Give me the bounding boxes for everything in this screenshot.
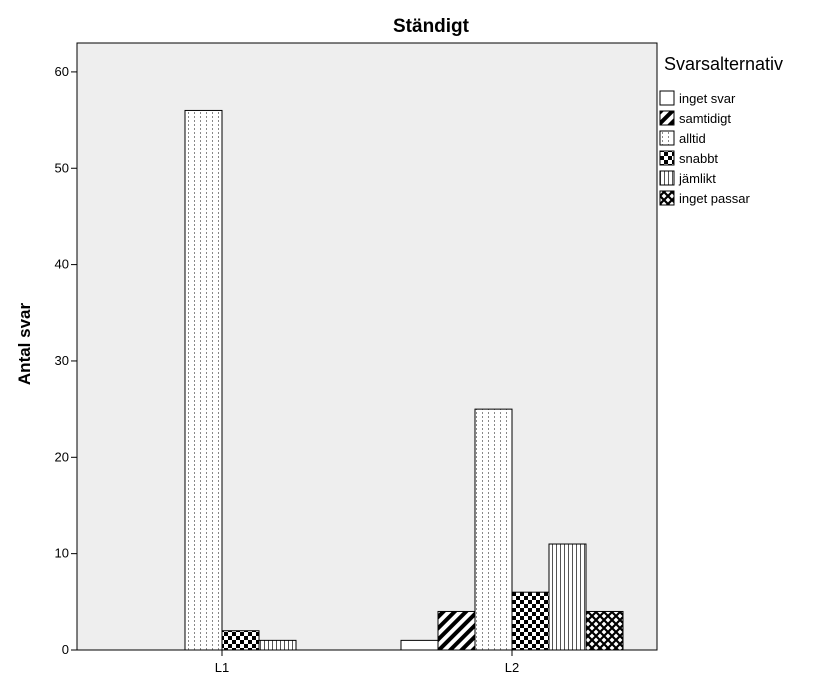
y-tick-label: 60 bbox=[55, 64, 69, 79]
legend-label: inget passar bbox=[679, 191, 750, 206]
legend-swatch bbox=[659, 130, 675, 146]
y-tick-label: 20 bbox=[55, 449, 69, 464]
bar-l1-snabbt bbox=[221, 630, 260, 651]
legend-swatch bbox=[659, 190, 675, 206]
bar-l1-jämlikt bbox=[258, 639, 297, 651]
bar-l2-alltid bbox=[474, 408, 513, 651]
bar-l2-samtidigt bbox=[437, 610, 476, 651]
legend-swatch bbox=[659, 150, 675, 166]
legend-label: samtidigt bbox=[679, 111, 731, 126]
legend-swatch bbox=[659, 110, 675, 126]
x-axis: L1 L2 bbox=[215, 650, 519, 675]
legend-label: inget svar bbox=[679, 91, 736, 106]
legend-label: alltid bbox=[679, 131, 706, 146]
y-tick-label: 0 bbox=[62, 642, 69, 657]
y-tick-label: 10 bbox=[55, 546, 69, 561]
chart-title: Ständigt bbox=[393, 16, 470, 37]
legend-title: Svarsalternativ bbox=[664, 54, 783, 74]
legend-label: jämlikt bbox=[678, 171, 716, 186]
legend-swatch bbox=[659, 90, 675, 106]
x-tick-label: L2 bbox=[505, 660, 519, 675]
bar-l2-inget-svar bbox=[400, 639, 439, 651]
legend-swatch bbox=[659, 170, 675, 186]
y-tick-label: 50 bbox=[55, 160, 69, 175]
x-tick-label: L1 bbox=[215, 660, 229, 675]
bar-l2-jämlikt bbox=[548, 543, 587, 651]
legend: Svarsalternativ inget svar samtidigt allti… bbox=[659, 54, 783, 206]
y-tick-label: 30 bbox=[55, 353, 69, 368]
y-tick-label: 40 bbox=[55, 257, 69, 272]
bar-l2-inget-passar bbox=[585, 610, 624, 651]
bar-l2-snabbt bbox=[511, 591, 550, 651]
y-axis: 0 10 20 30 40 50 60 bbox=[55, 64, 77, 657]
bars bbox=[184, 109, 624, 651]
legend-label: snabbt bbox=[679, 151, 718, 166]
bar-l1-alltid bbox=[184, 109, 223, 651]
y-axis-label: Antal svar bbox=[15, 303, 34, 386]
